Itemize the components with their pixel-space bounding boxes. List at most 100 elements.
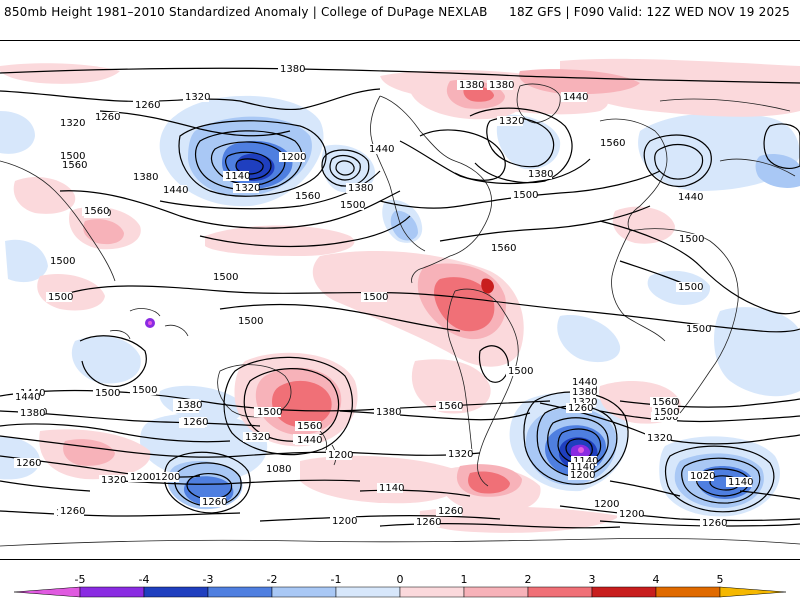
contour-label: 1320 [497,116,524,127]
contour-1380-north [0,67,800,84]
anomaly-colorbar: -5 -4 -3 -2 -1 0 1 2 3 4 5 [0,572,800,600]
contour-label: 1260 [200,497,227,508]
contour-label: 1500 [361,292,388,303]
contour-1440-na [399,140,591,185]
svg-text:1380: 1380 [572,387,597,398]
pos-anomaly-south-america [411,359,491,414]
colorbar-tick: 0 [397,573,404,586]
contour-label: 1260 [436,506,463,517]
svg-text:1260: 1260 [16,458,41,469]
contour-1560-mid-pac [199,215,411,248]
contour-label: 1560 [489,243,516,254]
contour-1200-antarctic [259,515,501,522]
svg-text:1500: 1500 [60,151,85,162]
contour-label: 1320 [446,449,473,460]
svg-text:1380: 1380 [489,80,514,91]
colorbar-tick: 3 [589,573,596,586]
contour-sa-low-1 [523,391,629,485]
svg-text:1380: 1380 [376,407,401,418]
contour-1200-np-low [225,151,272,180]
svg-text:1380: 1380 [459,80,484,91]
svg-text:1200: 1200 [130,472,155,483]
svg-text:1440: 1440 [563,92,588,103]
neg-anomaly-africa-west [557,315,621,363]
neg-anomaly-south-atl-core-5 [578,447,584,453]
svg-text:1380: 1380 [528,169,553,180]
contour-1500-south-pac [223,356,353,456]
colorbar-tick: -4 [139,573,150,586]
svg-text:1380: 1380 [177,400,202,411]
pos-anomaly-west-arctic [0,63,120,84]
contour-label: 1500 [684,324,711,335]
contour-label: 1020 [688,471,715,482]
svg-text:1560: 1560 [652,397,677,408]
contour-1320-atl-low [763,123,800,169]
contour-label: 1380 [346,183,373,194]
map-title: 850mb Height 1981–2010 Standardized Anom… [4,5,488,19]
coast-africa [611,228,739,414]
colorbar-tick: 4 [653,573,660,586]
contour-label: 1560 [436,401,463,412]
svg-text:1320: 1320 [185,92,210,103]
contour-1440-atl-low [643,134,712,188]
contour-label: 1560 [60,160,87,171]
contour-label: 1200 [592,499,619,510]
svg-text:1440: 1440 [369,144,394,155]
contour-1560-atl [439,205,651,242]
contour-1380-sh-2 [339,410,531,421]
contour-label: 1560 [650,397,677,408]
svg-text:1200: 1200 [594,499,619,510]
contour-label: 1500 [677,234,704,245]
colorbar-segment-neg2 [207,586,273,598]
svg-text:1500: 1500 [508,366,533,377]
svg-text:1140: 1140 [728,477,753,488]
neg-anomaly-indian-east [714,307,800,397]
colorbar-tick: 1 [461,573,468,586]
contour-label: 1440 [570,377,597,388]
colorbar-tick: 5 [717,573,724,586]
contour-label: 1260 [566,403,593,414]
pos-anomaly-pacific-east [519,69,640,95]
svg-text:1380: 1380 [20,408,45,419]
contour-si-low-2 [681,457,761,504]
contour-label: 1200 [617,509,644,520]
svg-text:1260: 1260 [60,506,85,517]
svg-text:1440: 1440 [15,392,40,403]
contour-1380-canada [419,129,506,181]
contour-1380-atl-low [654,143,704,180]
svg-text:1260: 1260 [202,497,227,508]
contour-label: 1440 [561,92,588,103]
contour-1320-np-low [194,130,303,191]
contour-ne-pac-low-2 [329,154,361,181]
svg-text:1320: 1320 [647,433,672,444]
colorbar-segment-pos2 [527,586,593,598]
svg-text:1560: 1560 [84,206,109,217]
contour-label: 1080 [264,464,291,475]
contour-label: 1200 [153,472,180,483]
neg-anomaly-south-pac-1 [140,413,268,481]
contour-label: 1380 [131,172,158,183]
contour-label: 1500 [652,407,679,418]
contour-label: 1440 [13,392,40,403]
contour-label: 1260 [14,458,41,469]
colorbar-segment-pos5 [719,586,787,598]
contour-1440-sh-east [539,402,800,445]
svg-text:1260: 1260 [95,112,120,123]
contour-label: 1500 [338,200,365,211]
colorbar-segment-neg4 [79,586,145,598]
contour-1380-east-canada [469,107,573,184]
contour-label: 1200 [326,450,353,461]
contour-1500-mid-pac [59,190,401,229]
svg-text:1320: 1320 [448,449,473,460]
contour-label: 1500 [130,385,157,396]
contour-label: 1500 [48,256,75,267]
svg-text:1320: 1320 [235,183,260,194]
colorbar-segment-pos1 [463,586,529,598]
neg-anomaly-far-south-west [0,436,40,480]
contour-label: 1380 [18,408,45,419]
contour-label: 1500 [676,282,703,293]
contour-label: 1320 [58,118,85,129]
neg-anomaly-maritime [71,336,141,384]
contour-1200-sh-east [559,505,800,522]
contour-label: 1380 [570,387,597,398]
